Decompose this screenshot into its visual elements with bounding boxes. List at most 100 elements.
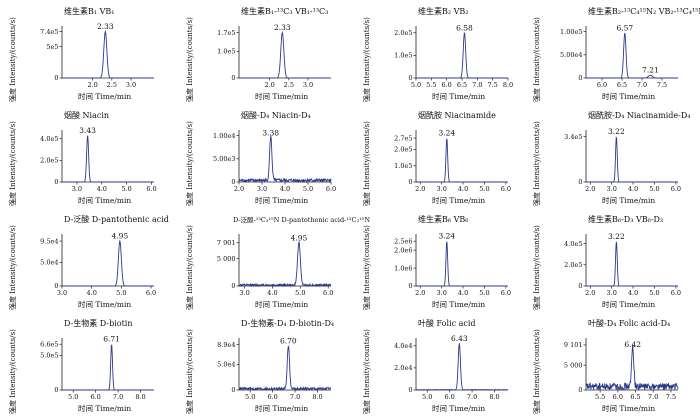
x-tick-label: 3.0 xyxy=(607,289,617,297)
chromatogram-panel: 维生素B₂-¹³C₄¹⁵N₂ VB₂-¹³C₄¹⁵N₂ 强度 Intensity/… xyxy=(532,2,700,106)
x-axis-label: 时间 Time/min xyxy=(255,92,309,101)
x-tick-label: 6.0 xyxy=(613,393,623,401)
x-tick-label: 7.0 xyxy=(290,393,300,401)
axis-lines xyxy=(415,234,508,287)
chromatogram-trace xyxy=(586,136,678,183)
chromatogram-trace xyxy=(238,241,332,288)
y-tick-label: 5.0e5 xyxy=(40,352,58,360)
x-tick-label: 3.0 xyxy=(126,81,136,89)
panel-title: 维生素B₆ VB₆ xyxy=(418,215,469,224)
x-tick-label: 8.0 xyxy=(489,393,499,401)
x-tick-label: 7.0 xyxy=(467,393,477,401)
axis-lines xyxy=(61,338,154,391)
x-tick-label: 4.0 xyxy=(628,185,638,193)
y-tick-label: 0 xyxy=(54,386,58,394)
x-tick-label: 7.0 xyxy=(648,393,658,401)
y-tick-label: 5.0e4 xyxy=(40,259,58,267)
y-tick-label: 3.4e5 xyxy=(564,133,582,141)
y-tick-label: 4.0e5 xyxy=(40,135,58,143)
x-tick-label: 4.0 xyxy=(458,289,468,297)
y-tick-label: 0 xyxy=(578,178,582,186)
peak-label: 6.58 xyxy=(456,23,473,32)
x-tick-label: 6.0 xyxy=(323,289,333,297)
x-axis-label: 时间 Time/min xyxy=(78,404,132,413)
x-tick-label: 6.5 xyxy=(617,81,627,89)
x-tick-label: 6.0 xyxy=(441,81,451,89)
x-axis-label: 时间 Time/min xyxy=(78,196,132,205)
x-tick-label: 3.0 xyxy=(607,185,617,193)
x-tick-label: 3.0 xyxy=(257,185,267,193)
x-axis-label: 时间 Time/min xyxy=(432,300,486,309)
y-tick-label: 8.9e4 xyxy=(217,341,235,349)
axis-lines xyxy=(238,130,331,183)
y-tick-label: 0 xyxy=(231,282,235,290)
x-tick-label: 6.0 xyxy=(501,185,511,193)
y-tick-label: 0 xyxy=(408,74,412,82)
chromatogram-panel: 叶酸-D₄ Folic acid-D₄ 强度 Intensity/(counts/… xyxy=(532,314,700,418)
x-tick-label: 6.0 xyxy=(671,289,681,297)
x-tick-label: 2.0 xyxy=(87,81,97,89)
panel-title: 维生素B₁-¹³C₃ VB₁-¹³C₃ xyxy=(241,7,329,16)
x-tick-label: 5.5 xyxy=(595,393,605,401)
panel-title: D-生物素 D-biotin xyxy=(64,319,133,328)
chromatogram-panel: 烟酸 Niacin 强度 Intensity/(counts/s) 时间 Time/… xyxy=(8,106,180,210)
y-tick-label: 4.0e5 xyxy=(564,240,582,248)
x-tick-label: 5.5 xyxy=(426,81,436,89)
chromatogram-trace xyxy=(416,241,508,287)
x-axis-label: 时间 Time/min xyxy=(432,404,486,413)
chromatogram-plot: 5.0 6.0 7.0 8.0 0 2.0e4 4.0e4 6.43 xyxy=(394,334,509,401)
chromatogram-trace xyxy=(585,344,679,392)
peak-label: 4.95 xyxy=(112,232,129,241)
x-tick-label: 5.0 xyxy=(116,289,126,297)
y-tick-label: 5 000 xyxy=(564,361,583,369)
y-tick-label: 2.7e5 xyxy=(394,134,412,142)
peak-label: 3.24 xyxy=(438,232,455,241)
y-tick-label: 0 xyxy=(54,178,58,186)
x-tick-label: 6.0 xyxy=(444,393,454,401)
chromatogram-plot: 3.0 4.0 5.0 6.0 0 2.0e5 4.0e5 3.43 xyxy=(40,126,157,193)
chromatogram-plot: 6.0 6.5 7.0 7.5 0 5.00e4 1.00e5 6.57 7.21 xyxy=(560,23,678,89)
chromatogram-plot: 5.0 5.5 6.0 6.5 7.0 7.5 8.0 0 1.0e5 2.0e5 6.58 xyxy=(394,23,513,89)
x-tick-label: 3.0 xyxy=(437,289,447,297)
chromatogram-plot: 3.0 4.0 5.0 6.0 0 5.0e4 9.5e4 4.95 xyxy=(40,232,156,297)
y-tick-label: 5e5 xyxy=(46,43,58,51)
chromatogram-panel: 维生素B₁-¹³C₃ VB₁-¹³C₃ 强度 Intensity/(counts/… xyxy=(185,2,357,106)
peak-label: 6.42 xyxy=(624,340,641,349)
axis-lines xyxy=(415,338,508,391)
x-tick-label: 5.0 xyxy=(68,393,78,401)
chromatogram-plot: 3.0 4.0 5.0 6.0 0 5 000 7 901 4.95 xyxy=(217,233,333,297)
x-axis-label: 时间 Time/min xyxy=(432,92,486,101)
x-tick-label: 4.0 xyxy=(458,185,468,193)
x-tick-label: 3.0 xyxy=(57,289,67,297)
panel-title: 维生素B₁ VB₁ xyxy=(64,7,115,16)
y-tick-label: 1.00e4 xyxy=(213,132,235,140)
y-tick-label: 1.0e6 xyxy=(394,264,412,272)
x-tick-label: 6.0 xyxy=(146,289,156,297)
chromatogram-trace xyxy=(239,30,331,79)
chromatogram-plot: 5.0 6.0 7.0 8.0 0 5.0e4 8.9e4 6.70 xyxy=(217,337,332,401)
x-tick-label: 6.0 xyxy=(671,185,681,193)
y-tick-label: 5 000 xyxy=(217,255,236,263)
y-tick-label: 0 xyxy=(231,178,235,186)
y-tick-label: 7.4e5 xyxy=(40,28,58,36)
x-tick-label: 6.0 xyxy=(146,185,156,193)
chromatogram-trace xyxy=(586,32,678,79)
x-tick-label: 7.5 xyxy=(657,81,667,89)
chromatogram-trace xyxy=(416,32,508,79)
x-tick-label: 4.0 xyxy=(87,289,97,297)
x-tick-label: 2.0 xyxy=(585,289,595,297)
y-tick-label: 0 xyxy=(578,74,582,82)
chromatogram-trace xyxy=(416,138,508,183)
chromatogram-plot: 2.0 3.0 4.0 5.0 6.0 0 1.0e5 2.0e5 2.7e5 3.24 xyxy=(394,129,511,193)
y-tick-label: 2.0e5 xyxy=(394,29,412,37)
x-tick-label: 4.0 xyxy=(628,289,638,297)
y-tick-label: 5.0e4 xyxy=(217,361,235,369)
x-tick-label: 2.0 xyxy=(415,185,425,193)
x-axis-label: 时间 Time/min xyxy=(255,300,309,309)
chromatogram-panel: 烟酸-D₄ Niacin-D₄ 强度 Intensity/(counts/s) 时间… xyxy=(185,106,357,210)
x-tick-label: 6.0 xyxy=(90,393,100,401)
peak-label: 6.43 xyxy=(451,334,468,343)
chromatogram-panel: 维生素B₁ VB₁ 强度 Intensity/(counts/s) 时间 Time/… xyxy=(8,2,180,106)
x-tick-label: 7.0 xyxy=(637,81,647,89)
